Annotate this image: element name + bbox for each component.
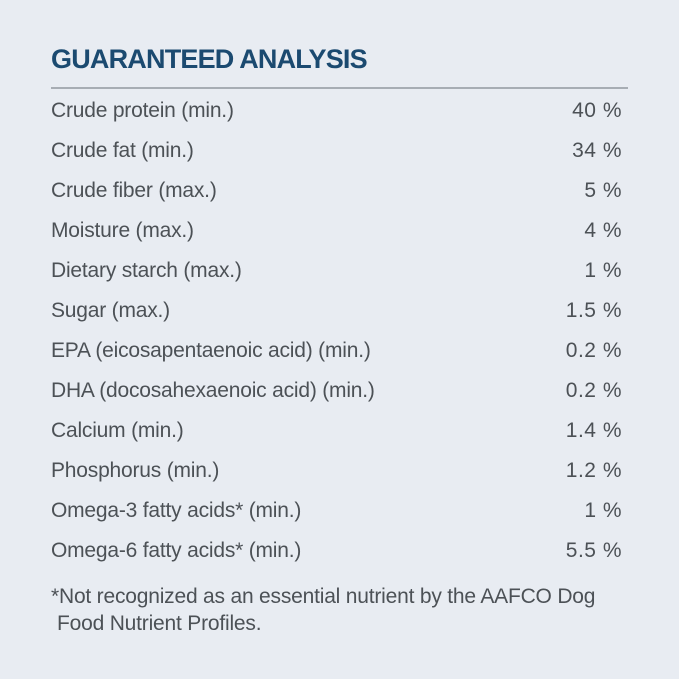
nutrient-label: Dietary starch (max.)	[51, 259, 242, 282]
nutrient-value: 1 %	[584, 259, 622, 282]
table-row: DHA (docosahexaenoic acid) (min.) 0.2 %	[51, 371, 628, 411]
nutrient-label: Omega-6 fatty acids* (min.)	[51, 539, 302, 562]
table-row: Omega-6 fatty acids* (min.) 5.5 %	[51, 531, 628, 571]
nutrient-label: DHA (docosahexaenoic acid) (min.)	[51, 379, 375, 402]
table-row: Sugar (max.) 1.5 %	[51, 291, 628, 331]
table-row: Moisture (max.) 4 %	[51, 211, 628, 251]
nutrient-label: Sugar (max.)	[51, 299, 170, 322]
nutrient-value: 0.2 %	[565, 339, 622, 362]
analysis-table: Crude protein (min.) 40 % Crude fat (min…	[51, 89, 628, 571]
nutrient-value: 1.2 %	[565, 459, 622, 482]
nutrient-value: 4 %	[584, 219, 622, 242]
nutrient-value: 5.5 %	[565, 539, 622, 562]
table-row: Crude protein (min.) 40 %	[51, 91, 628, 131]
table-row: EPA (eicosapentaenoic acid) (min.) 0.2 %	[51, 331, 628, 371]
nutrient-label: EPA (eicosapentaenoic acid) (min.)	[51, 339, 371, 362]
footnote-line-1: *Not recognized as an essential nutrient…	[51, 585, 596, 608]
nutrient-value: 34 %	[572, 139, 622, 162]
nutrient-label: Crude fiber (max.)	[51, 179, 217, 202]
nutrient-value: 1 %	[584, 499, 622, 522]
nutrient-label: Calcium (min.)	[51, 419, 184, 442]
nutrient-label: Moisture (max.)	[51, 219, 194, 242]
table-row: Phosphorus (min.) 1.2 %	[51, 451, 628, 491]
section-title: GUARANTEED ANALYSIS	[51, 44, 628, 89]
nutrient-value: 1.4 %	[565, 419, 622, 442]
nutrient-label: Omega-3 fatty acids* (min.)	[51, 499, 302, 522]
table-row: Crude fat (min.) 34 %	[51, 131, 628, 171]
nutrient-value: 1.5 %	[565, 299, 622, 322]
table-row: Calcium (min.) 1.4 %	[51, 411, 628, 451]
nutrient-value: 5 %	[584, 179, 622, 202]
nutrient-label: Crude protein (min.)	[51, 99, 234, 122]
nutrient-label: Crude fat (min.)	[51, 139, 194, 162]
table-row: Omega-3 fatty acids* (min.) 1 %	[51, 491, 628, 531]
footnote-line-2: Food Nutrient Profiles.	[57, 612, 262, 635]
nutrient-value: 40 %	[572, 99, 622, 122]
table-row: Crude fiber (max.) 5 %	[51, 171, 628, 211]
nutrient-value: 0.2 %	[565, 379, 622, 402]
aafco-footnote: *Not recognized as an essential nutrient…	[51, 583, 628, 637]
nutrient-label: Phosphorus (min.)	[51, 459, 220, 482]
table-row: Dietary starch (max.) 1 %	[51, 251, 628, 291]
